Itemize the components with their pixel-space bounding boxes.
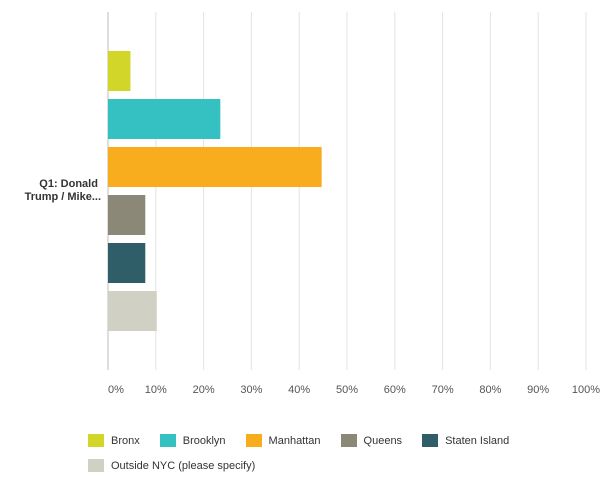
bar-bronx[interactable] [108,51,131,91]
legend-label-brooklyn: Brooklyn [182,434,226,447]
legend-item-brooklyn: Brooklyn [159,434,226,447]
x-tick-label: 40% [288,384,310,396]
bar-chart: 0% 10% 20% 30% 40% 50% 60% 70% 80% 90% 100% Q1: Do… [25,12,600,396]
x-tick-label: 0% [108,384,124,396]
legend-swatch-manhattan [245,434,262,447]
legend-item-staten-island: Staten Island [422,434,509,447]
category-label-line-2: Trump / Mike... [25,191,101,203]
legend-row-2: Outside NYC (please specify) [88,457,588,474]
x-tick-label: 90% [527,384,549,396]
legend-label-bronx: Bronx [111,434,140,447]
x-tick-label: 100% [572,384,600,396]
bar-queens[interactable] [108,195,146,235]
x-tick-label: 20% [193,384,215,396]
bar-staten-island[interactable] [108,243,146,283]
legend-item-queens: Queens [340,434,403,447]
gridlines [107,12,587,370]
legend-swatch-brooklyn [159,434,176,447]
legend-item-manhattan: Manhattan [245,434,321,447]
category-label-line-1: Q1: Donald [39,178,98,190]
x-tick-label: 60% [384,384,406,396]
bar-manhattan[interactable] [108,147,322,187]
legend-label-staten-island: Staten Island [445,434,510,447]
legend-swatch-queens [340,434,357,447]
x-tick-label: 70% [432,384,454,396]
legend-label-manhattan: Manhattan [268,434,321,447]
x-axis-ticks: 0% 10% 20% 30% 40% 50% 60% 70% 80% 90% 100% [108,384,600,396]
legend-swatch-outside-nyc [88,459,104,472]
legend-swatch-staten-island [422,434,439,447]
legend-label-queens: Queens [363,434,403,447]
x-tick-label: 10% [145,384,167,396]
legend-swatch-bronx [88,434,104,447]
legend-row-1: Bronx Brooklyn Manhattan Queens Staten I… [88,432,588,449]
bar-outside-nyc-please-specify[interactable] [108,291,157,331]
bars [108,51,322,331]
bar-brooklyn[interactable] [108,99,221,139]
x-tick-label: 50% [336,384,358,396]
legend-item-outside-nyc: Outside NYC (please specify) [88,459,255,472]
legend-label-outside-nyc: Outside NYC (please specify) [111,459,256,472]
category-label: Q1: Donald Trump / Mike... [25,178,101,203]
legend: Bronx Brooklyn Manhattan Queens Staten I… [88,432,588,482]
x-tick-label: 30% [240,384,262,396]
legend-item-bronx: Bronx [88,434,140,447]
x-tick-label: 80% [479,384,501,396]
